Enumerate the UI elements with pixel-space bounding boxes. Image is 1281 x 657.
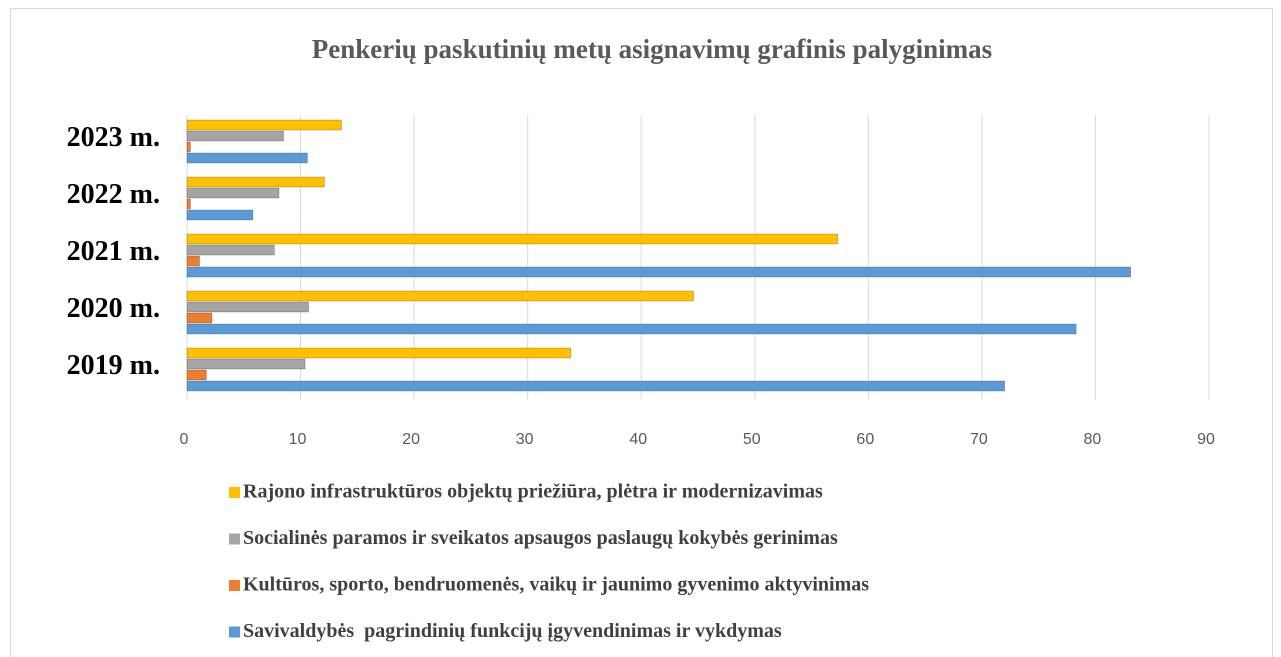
bar	[186, 209, 254, 221]
bar	[186, 119, 342, 131]
bar	[186, 198, 191, 210]
bar	[186, 244, 275, 256]
x-tick-label: 70	[970, 431, 988, 448]
bar	[186, 347, 572, 359]
bar	[186, 141, 191, 153]
bar	[186, 130, 284, 142]
x-tick-label: 50	[743, 431, 761, 448]
bar	[186, 323, 1077, 335]
bar	[186, 266, 1132, 278]
x-tick-label: 20	[402, 431, 420, 448]
bar	[186, 301, 309, 313]
bar	[186, 358, 306, 370]
legend-swatch	[229, 580, 240, 591]
y-tick-label: 2023 m.	[67, 122, 160, 153]
bar	[186, 233, 839, 245]
bar	[186, 290, 694, 302]
x-tick-label: 0	[180, 431, 189, 448]
y-tick-label: 2020 m.	[67, 293, 160, 324]
bar	[186, 312, 213, 324]
y-tick-label: 2021 m.	[67, 236, 160, 267]
bar	[186, 187, 280, 199]
x-tick-label: 60	[856, 431, 874, 448]
x-tick-label: 80	[1084, 431, 1102, 448]
bar	[186, 152, 308, 164]
legend-label: Socialinės paramos ir sveikatos apsaugos…	[243, 527, 838, 549]
bar	[186, 176, 325, 188]
x-tick-label: 40	[629, 431, 647, 448]
legend-swatch	[229, 533, 240, 545]
legend-label: Rajono infrastruktūros objektų priežiūra…	[243, 481, 823, 503]
bar	[186, 255, 200, 267]
chart-title: Penkerių paskutinių metų asignavimų graf…	[312, 34, 992, 64]
legend-swatch	[229, 487, 240, 498]
x-tick-label: 30	[516, 431, 534, 448]
y-tick-label: 2022 m.	[67, 179, 160, 210]
bar	[186, 369, 207, 381]
x-tick-label: 10	[289, 431, 307, 448]
y-tick-label: 2019 m.	[67, 350, 160, 381]
legend-label: Kultūros, sporto, bendruomenės, vaikų ir…	[243, 574, 869, 596]
bar	[186, 380, 1005, 392]
legend-swatch	[229, 626, 240, 638]
legend-label: Savivaldybės pagrindinių funkcijų įgyven…	[243, 620, 782, 642]
x-tick-label: 90	[1197, 431, 1215, 448]
